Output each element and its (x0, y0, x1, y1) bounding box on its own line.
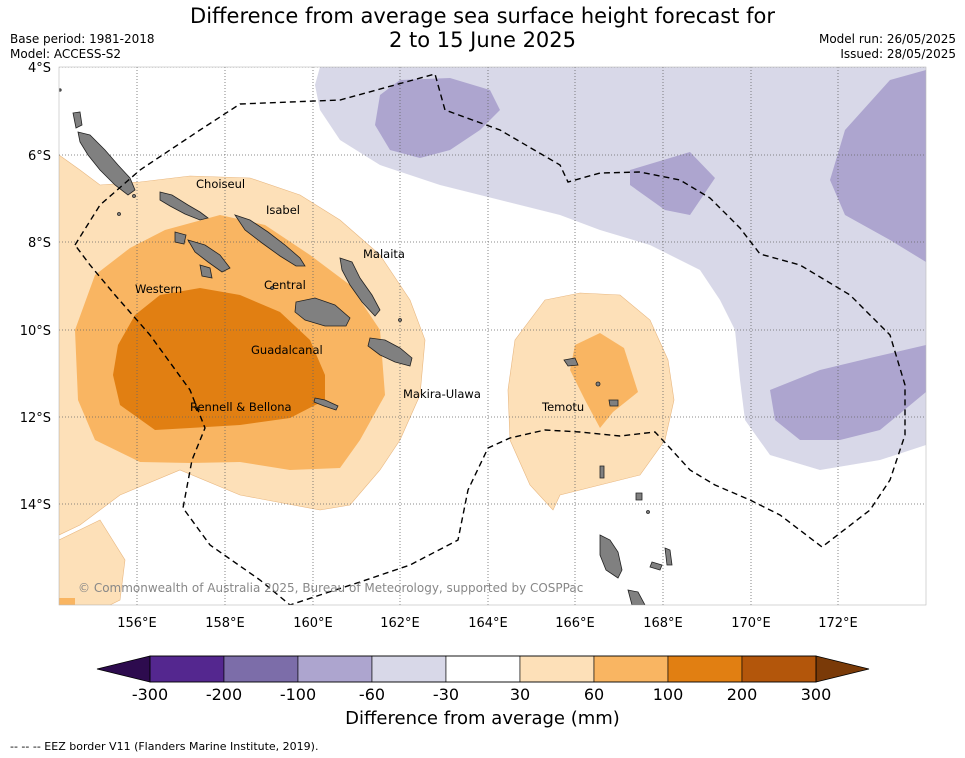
issued-text: Issued: 28/05/2025 (840, 47, 956, 61)
positive-anomaly-mid-region-east (570, 333, 638, 428)
island-rennell (313, 397, 339, 411)
island-malaita (339, 257, 381, 317)
positive-anomaly-corner-patch (59, 598, 75, 605)
copyright-text: © Commonwealth of Australia 2025, Bureau… (78, 581, 583, 595)
eez-border (74, 73, 906, 605)
islet-g (646, 510, 650, 514)
lon-label-168e: 168°E (643, 616, 683, 631)
lon-label-156e: 156°E (117, 616, 157, 631)
islet-e (398, 318, 402, 322)
place-label-makira-ulawa: Makira-Ulawa (403, 387, 481, 401)
lon-label-162e: 162°E (380, 616, 420, 631)
island-vanikoro (608, 399, 619, 407)
lon-label-172e: 172°E (818, 616, 858, 631)
negative-anomaly-light-region (315, 67, 926, 470)
run-info: Model run: 26/05/2025 Issued: 28/05/2025 (819, 32, 956, 62)
positive-anomaly-dark-region-west (113, 288, 325, 430)
lat-label-12s: 12°S (20, 411, 51, 426)
island-torres (599, 465, 605, 479)
islet-f (59, 88, 62, 92)
positive-anomaly-light-strip-south (59, 519, 126, 605)
lon-label-158e: 158°E (205, 616, 245, 631)
islet-d (270, 286, 274, 290)
title-line-2: 2 to 15 June 2025 (388, 28, 577, 52)
sea-level-map: © Commonwealth of Australia 2025, Bureau… (20, 61, 927, 631)
lat-label-4s: 4°S (28, 61, 51, 76)
title-line-1: Difference from average sea surface heig… (190, 4, 775, 28)
lat-label-8s: 8°S (28, 236, 51, 251)
map-frame (58, 66, 927, 606)
negative-anomaly-mid-region-2 (630, 152, 715, 215)
negative-anomaly-mid-region-1 (375, 78, 500, 158)
base-period-text: Base period: 1981-2018 (10, 32, 155, 46)
island-malekula (627, 589, 646, 605)
island-choiseul (159, 191, 209, 221)
place-label-central: Central (264, 278, 306, 292)
island-espiritu-santo (599, 534, 623, 579)
model-name-text: Model: ACCESS-S2 (10, 47, 122, 61)
island-kolombangara (199, 264, 213, 279)
island-new-georgia (187, 239, 231, 273)
gridlines (59, 67, 926, 605)
land-masses (59, 88, 673, 605)
chart-title: Difference from average sea surface heig… (0, 4, 965, 52)
island-bougainville (77, 131, 136, 196)
place-label-western: Western (135, 282, 182, 296)
map-plot-area: © Commonwealth of Australia 2025, Bureau… (59, 67, 926, 605)
islet-a (595, 381, 601, 387)
island-banks (635, 492, 643, 501)
place-label-temotu: Temotu (541, 400, 584, 414)
lat-label-14s: 14°S (20, 498, 51, 513)
island-vella-lavella (174, 231, 187, 245)
place-label-rennell-bellona: Rennell & Bellona (190, 400, 292, 414)
place-label-malaita: Malaita (363, 247, 405, 261)
lat-label-6s: 6°S (28, 149, 51, 164)
island-ambae (649, 561, 663, 571)
lon-label-164e: 164°E (468, 616, 508, 631)
islet-c (117, 212, 121, 216)
lon-label-170e: 170°E (731, 616, 771, 631)
negative-anomaly-mid-region-4 (770, 345, 926, 440)
place-label-choiseul: Choiseul (196, 177, 245, 191)
island-buka (72, 111, 83, 129)
island-guadalcanal (294, 297, 351, 327)
island-makira (367, 337, 413, 367)
lon-label-160e: 160°E (293, 616, 333, 631)
lon-label-166e: 166°E (555, 616, 595, 631)
colorbar-title: Difference from average (mm) (345, 708, 620, 729)
lat-label-10s: 10°S (20, 324, 51, 339)
island-isabel (234, 214, 306, 267)
model-run-text: Model run: 26/05/2025 (818, 32, 956, 46)
place-label-isabel: Isabel (266, 203, 300, 217)
islet-b (132, 194, 136, 198)
island-pentecost (664, 547, 673, 566)
negative-anomaly-mid-region-3 (830, 70, 926, 262)
eez-legend-text: -- -- -- EEZ border V11 (Flanders Marine… (10, 740, 319, 753)
model-info: Base period: 1981-2018 Model: ACCESS-S2 (10, 32, 155, 62)
island-nendo (563, 357, 579, 367)
place-label-guadalcanal: Guadalcanal (251, 343, 323, 357)
